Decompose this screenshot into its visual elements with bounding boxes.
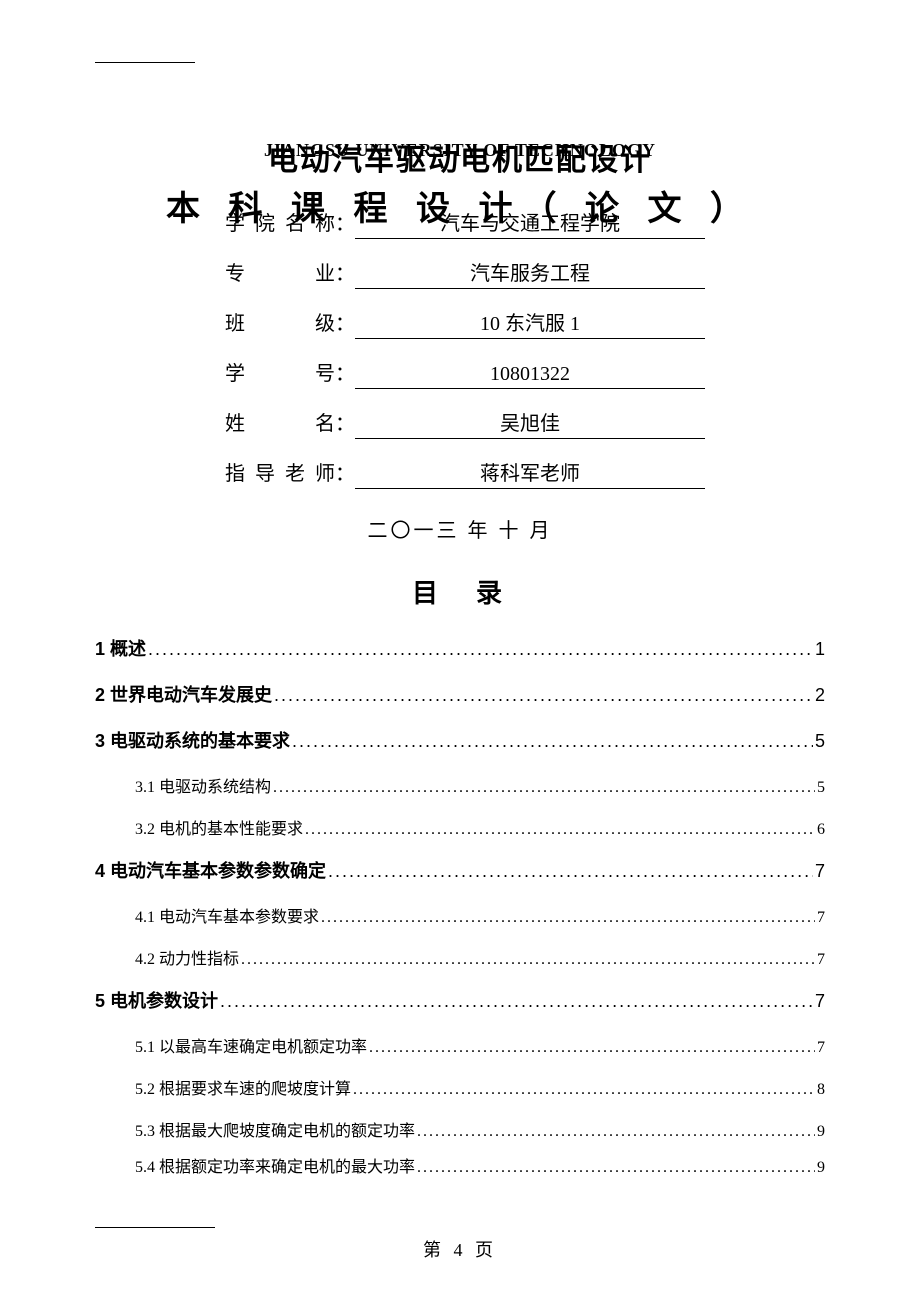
- toc-entry-text: 4.1 电动汽车基本参数要求: [135, 903, 319, 927]
- toc-entry-page: 9: [817, 1159, 825, 1177]
- toc-entry-page: 5: [815, 731, 825, 752]
- toc-dots: [305, 821, 815, 839]
- info-row: 指导老师 ： 蒋科军老师: [225, 457, 705, 489]
- info-value-advisor: 蒋科军老师: [355, 457, 705, 489]
- info-colon: ：: [335, 207, 355, 236]
- info-colon: ：: [335, 407, 355, 436]
- info-value-name: 吴旭佳: [355, 407, 705, 439]
- toc-entry-page: 5: [817, 779, 825, 797]
- info-value-studentid: 10801322: [355, 363, 705, 389]
- toc-entry-text: 5 电机参数设计: [95, 987, 218, 1013]
- info-row: 学 号 ： 10801322: [225, 357, 705, 389]
- toc-title: 目 录: [95, 573, 825, 610]
- info-row: 班 级 ： 10 东汽服 1: [225, 307, 705, 339]
- toc-dots: [273, 779, 815, 797]
- toc-entry-text: 3 电驱动系统的基本要求: [95, 727, 290, 753]
- info-label-studentid: 学 号: [225, 357, 335, 386]
- toc-container: 1 概述12 世界电动汽车发展史23 电驱动系统的基本要求53.1 电驱动系统结…: [95, 635, 825, 1177]
- toc-entry: 5.1 以最高车速确定电机额定功率 7: [95, 1033, 825, 1057]
- info-colon: ：: [335, 307, 355, 336]
- toc-entry-page: 7: [817, 951, 825, 969]
- toc-dots: [220, 991, 813, 1012]
- toc-entry: 1 概述 1: [95, 635, 825, 661]
- toc-entry-text: 1 概述: [95, 635, 146, 661]
- info-colon: ：: [335, 457, 355, 486]
- toc-entry: 5.3 根据最大爬坡度确定电机的额定功率 9: [95, 1117, 825, 1141]
- toc-entry-page: 9: [817, 1123, 825, 1141]
- info-value-major: 汽车服务工程: [355, 257, 705, 289]
- toc-entry-page: 7: [817, 1039, 825, 1057]
- toc-entry-page: 7: [815, 991, 825, 1012]
- document-main-title: 电动汽车驱动电机匹配设计: [95, 135, 825, 179]
- footer: 第 4 页: [95, 1227, 825, 1262]
- info-row: 学院名称 ： 汽车与交通工程学院: [225, 207, 705, 239]
- toc-entry: 2 世界电动汽车发展史 2: [95, 681, 825, 707]
- info-label-name: 姓 名: [225, 407, 335, 436]
- toc-entry: 4.1 电动汽车基本参数要求 7: [95, 903, 825, 927]
- toc-entry-page: 8: [817, 1081, 825, 1099]
- toc-entry: 3.1 电驱动系统结构 5: [95, 773, 825, 797]
- toc-entry: 4.2 动力性指标 7: [95, 945, 825, 969]
- header-separator: [95, 62, 195, 63]
- toc-entry-text: 5.2 根据要求车速的爬坡度计算: [135, 1075, 351, 1099]
- info-value-college: 汽车与交通工程学院: [355, 207, 705, 239]
- info-value-class: 10 东汽服 1: [355, 307, 705, 339]
- toc-entry-text: 3.1 电驱动系统结构: [135, 773, 271, 797]
- toc-dots: [369, 1039, 815, 1057]
- toc-entry-page: 7: [817, 909, 825, 927]
- info-label-major: 专 业: [225, 257, 335, 286]
- toc-entry: 3.2 电机的基本性能要求 6: [95, 815, 825, 839]
- toc-dots: [417, 1123, 815, 1141]
- toc-entry: 5.4 根据额定功率来确定电机的最大功率 9: [95, 1153, 825, 1177]
- toc-entry-text: 5.1 以最高车速确定电机额定功率: [135, 1033, 367, 1057]
- info-label-college: 学院名称: [225, 207, 335, 236]
- toc-entry: 5 电机参数设计 7: [95, 987, 825, 1013]
- toc-entry-text: 5.3 根据最大爬坡度确定电机的额定功率: [135, 1117, 415, 1141]
- toc-dots: [241, 951, 815, 969]
- cover-date: 二〇一三 年 十 月: [95, 514, 825, 543]
- toc-entry: 3 电驱动系统的基本要求 5: [95, 727, 825, 753]
- toc-dots: [292, 731, 813, 752]
- toc-dots: [274, 685, 813, 706]
- toc-entry-text: 4.2 动力性指标: [135, 945, 239, 969]
- toc-entry-page: 2: [815, 685, 825, 706]
- toc-entry-page: 1: [815, 639, 825, 660]
- toc-entry-text: 3.2 电机的基本性能要求: [135, 815, 303, 839]
- toc-entry-text: 5.4 根据额定功率来确定电机的最大功率: [135, 1153, 415, 1177]
- toc-dots: [148, 639, 813, 660]
- info-label-class: 班 级: [225, 307, 335, 336]
- toc-dots: [328, 861, 813, 882]
- info-colon: ：: [335, 257, 355, 286]
- toc-dots: [417, 1159, 815, 1177]
- cover-info-block: 学院名称 ： 汽车与交通工程学院 专 业 ： 汽车服务工程 班 级 ： 10 东…: [225, 207, 705, 489]
- toc-entry: 4 电动汽车基本参数参数确定 7: [95, 857, 825, 883]
- info-colon: ：: [335, 357, 355, 386]
- info-row: 姓 名 ： 吴旭佳: [225, 407, 705, 439]
- toc-entry-page: 6: [817, 821, 825, 839]
- toc-dots: [353, 1081, 815, 1099]
- toc-entry: 5.2 根据要求车速的爬坡度计算 8: [95, 1075, 825, 1099]
- toc-entry-text: 4 电动汽车基本参数参数确定: [95, 857, 326, 883]
- info-label-advisor: 指导老师: [225, 457, 335, 486]
- toc-entry-text: 2 世界电动汽车发展史: [95, 681, 272, 707]
- info-row: 专 业 ： 汽车服务工程: [225, 257, 705, 289]
- toc-entry-page: 7: [815, 861, 825, 882]
- footer-separator: [95, 1227, 215, 1228]
- toc-dots: [321, 909, 815, 927]
- footer-page-number: 第 4 页: [95, 1236, 825, 1262]
